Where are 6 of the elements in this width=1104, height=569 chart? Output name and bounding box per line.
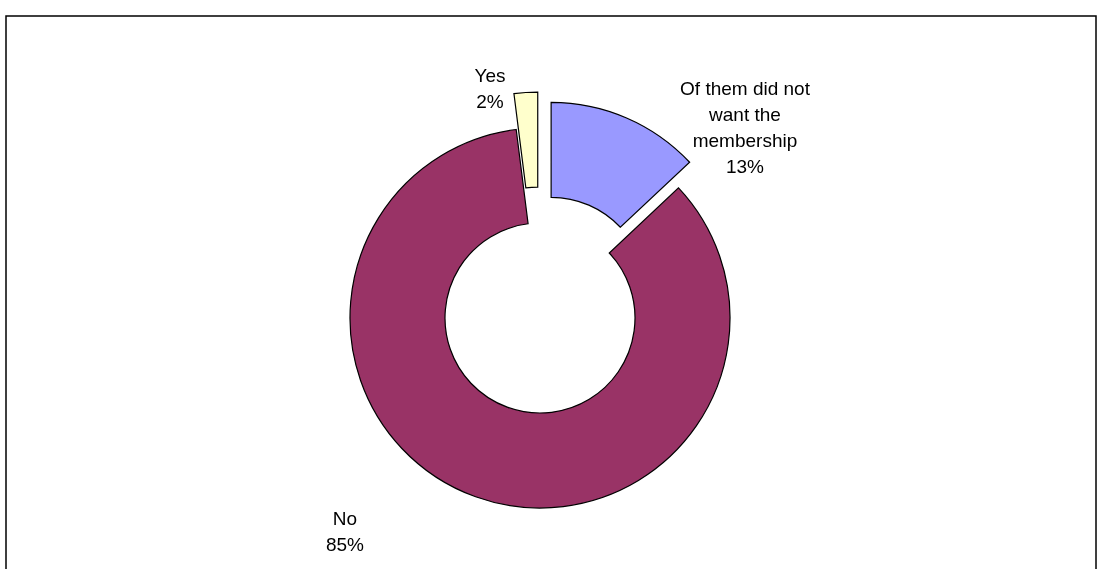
data-label: 85% — [325, 534, 365, 555]
data-label: 13% — [725, 156, 765, 177]
slice-label: No — [332, 508, 358, 529]
slice-label: Yes — [474, 65, 506, 86]
data-label: 2% — [476, 91, 504, 112]
slice-label: Of them did not want the membership — [680, 78, 811, 151]
